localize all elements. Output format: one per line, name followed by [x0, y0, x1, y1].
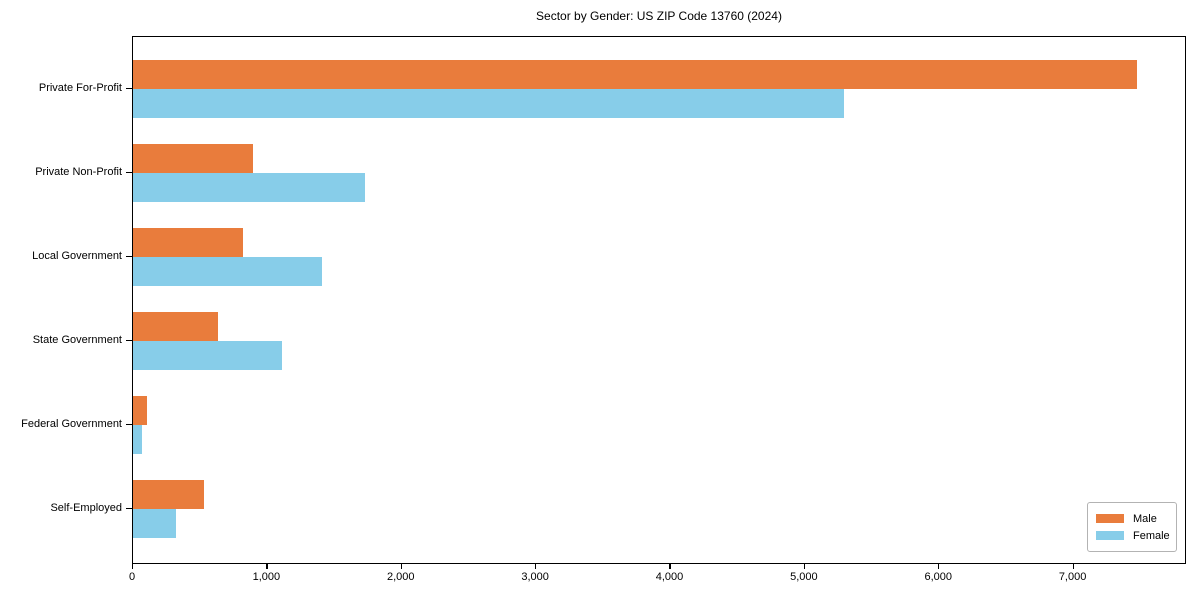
bar-male-local-government [133, 228, 244, 257]
xtick-mark-0 [132, 564, 134, 569]
xtick-label-7000: 7,000 [1058, 571, 1087, 583]
xtick-label-2000: 2,000 [386, 571, 415, 583]
ytick-label-private-for-profit: Private For-Profit [38, 82, 122, 94]
ytick-mark-state-government [126, 340, 132, 342]
chart-title: Sector by Gender: US ZIP Code 13760 (202… [536, 9, 782, 23]
xtick-label-4000: 4,000 [655, 571, 684, 583]
ytick-mark-private-for-profit [126, 88, 132, 90]
xtick-label-6000: 6,000 [924, 571, 952, 583]
plot-area: Male Female [132, 36, 1186, 564]
ytick-label-local-government: Local Government [32, 250, 122, 262]
xtick-label-3000: 3,000 [521, 571, 549, 583]
ytick-label-state-government: State Government [32, 334, 122, 346]
bar-female-state-government [133, 341, 283, 370]
xtick-mark-2000 [400, 564, 402, 569]
legend-row-male: Male [1096, 510, 1168, 527]
xtick-label-5000: 5,000 [790, 571, 818, 583]
ytick-label-federal-government: Federal Government [21, 418, 122, 430]
legend: Male Female [1087, 502, 1177, 552]
ytick-label-private-non-profit: Private Non-Profit [35, 166, 122, 178]
legend-row-female: Female [1096, 527, 1170, 544]
bar-female-self-employed [133, 509, 176, 538]
legend-label-female: Female [1133, 529, 1170, 542]
ytick-mark-federal-government [126, 424, 132, 426]
xtick-mark-7000 [1072, 564, 1074, 569]
bar-male-self-employed [133, 480, 205, 509]
ytick-label-self-employed: Self-Employed [50, 502, 122, 514]
xtick-label-1000: 1,000 [252, 571, 281, 583]
xtick-mark-6000 [938, 564, 940, 569]
bar-female-private-for-profit [133, 89, 844, 118]
bar-male-private-non-profit [133, 144, 253, 173]
xtick-mark-1000 [266, 564, 268, 569]
bar-female-private-non-profit [133, 173, 366, 202]
ytick-mark-private-non-profit [126, 172, 132, 174]
ytick-mark-self-employed [126, 508, 132, 510]
xtick-mark-4000 [669, 564, 671, 569]
bar-female-local-government [133, 257, 323, 286]
bar-male-private-for-profit [133, 60, 1137, 89]
legend-label-male: Male [1133, 512, 1157, 525]
xtick-mark-5000 [803, 564, 806, 569]
legend-swatch-female [1096, 531, 1124, 540]
bar-male-state-government [133, 312, 218, 341]
legend-swatch-male [1096, 514, 1124, 523]
bar-male-federal-government [133, 396, 148, 425]
ytick-mark-local-government [126, 256, 132, 258]
xtick-label-0: 0 [128, 571, 136, 583]
xtick-mark-3000 [535, 564, 537, 569]
bar-female-federal-government [133, 425, 143, 454]
